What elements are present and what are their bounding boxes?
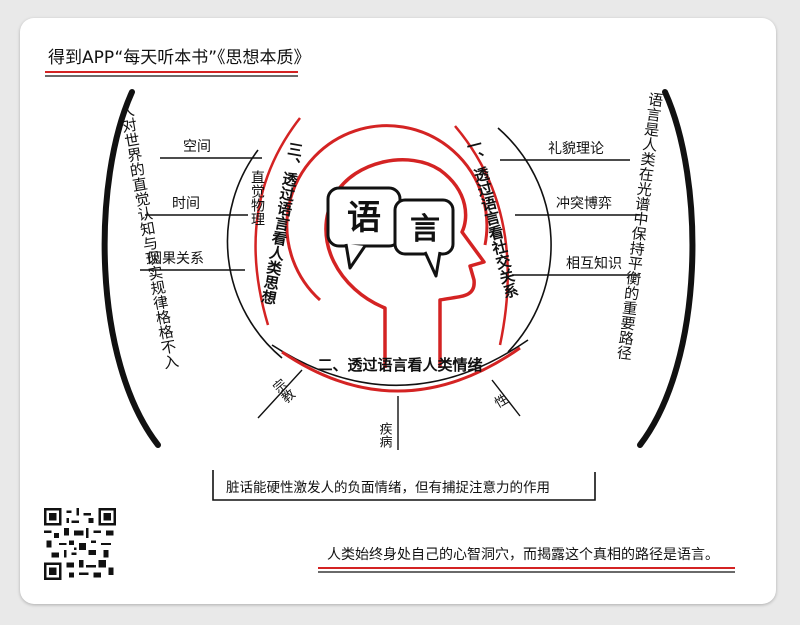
footer-quote: 人类始终身处自己的心智洞穴，而揭露这个真相的路径是语言。 <box>327 546 719 563</box>
branch-label: 空间 <box>183 139 211 155</box>
bottom-arc-red <box>281 346 521 393</box>
inner-red-circle <box>285 124 489 302</box>
bubble-left-tail <box>344 243 367 270</box>
bubble-right-tail <box>423 251 442 278</box>
outer-ring-left <box>226 149 283 359</box>
header-title: 得到APP“每天听本书”《思想本质》 <box>48 48 311 68</box>
branch-label: 冲突博弈 <box>556 195 612 212</box>
branch-label: 性 <box>490 392 510 411</box>
branch-label: 因果关系 <box>148 251 204 267</box>
branch-line <box>257 369 303 419</box>
right-red-arc <box>454 125 509 346</box>
bubble-right <box>393 198 455 256</box>
left-arc-text: 人对世界的直觉认知与现实规律格格不入 <box>116 101 181 370</box>
left-big-arc <box>101 89 161 448</box>
branch-label: 疾病 <box>377 422 393 448</box>
branch-label: 时间 <box>172 196 200 212</box>
left-red-arc <box>254 117 301 326</box>
section-3-label: 三、透过语言看人类思想 <box>258 140 304 306</box>
section-2-branches: 宗教 疾病 性 <box>257 369 521 450</box>
branch-label: 相互知识 <box>566 255 622 272</box>
bubble-left-char: 语 <box>347 198 381 238</box>
note-bracket <box>212 470 596 501</box>
right-arc-text: 语言是人类在光谱中保持平衡的重要路径 <box>614 91 665 361</box>
outer-ring-right <box>497 127 552 353</box>
qr-code-icon <box>44 508 116 580</box>
right-big-arc <box>637 89 696 448</box>
section-3-sub: 直觉物理 <box>249 169 265 226</box>
section-1-branches: 礼貌理论 冲突博弈 相互知识 <box>500 141 640 276</box>
bubble-right-char: 言 <box>410 212 440 247</box>
section-2-note: 脏话能硬性激发人的负面情绪，但有捕捉注意力的作用 <box>226 479 550 496</box>
branch-line <box>491 379 521 417</box>
bottom-arc-black <box>271 339 529 387</box>
branch-label: 礼貌理论 <box>548 141 604 157</box>
mindmap-card <box>20 18 776 604</box>
section-3-branches: 空间 时间 因果关系 <box>140 139 262 271</box>
head-silhouette <box>324 158 486 368</box>
section-2-label: 二、透过语言看人类情绪 <box>317 356 482 374</box>
